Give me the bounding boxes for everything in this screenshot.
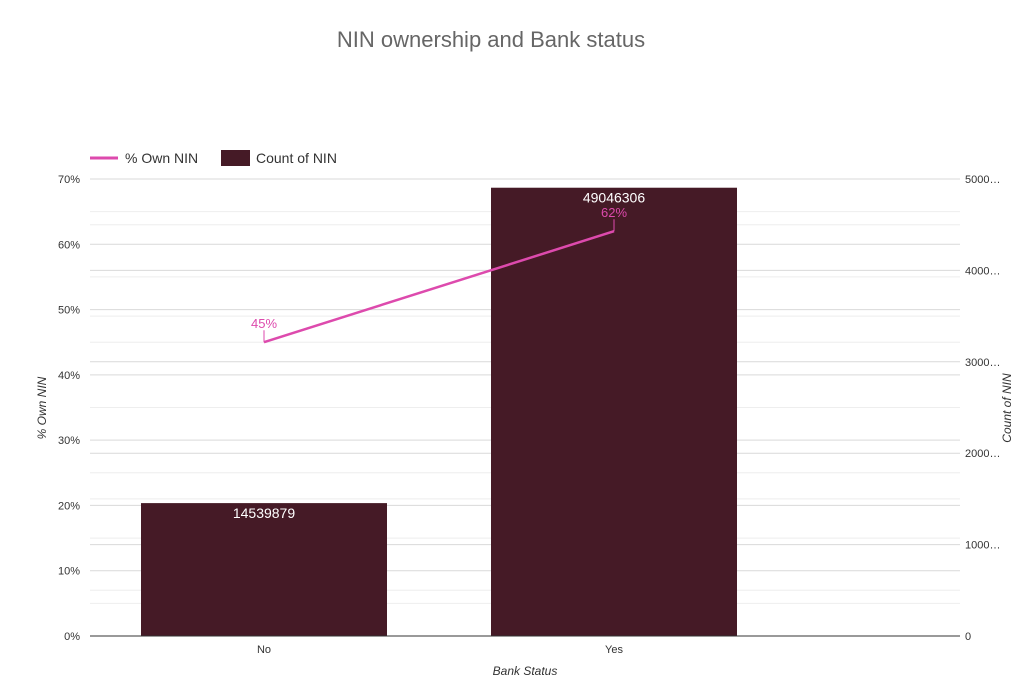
- legend: % Own NIN Count of NIN: [90, 150, 337, 166]
- y-right-tick-label: 2000…: [965, 448, 1000, 460]
- y-left-tick-label: 30%: [58, 435, 80, 447]
- y-left-tick-label: 0%: [64, 631, 80, 643]
- y-right-tick-label: 0: [965, 631, 971, 643]
- line-data-label: 62%: [601, 205, 627, 220]
- legend-label: % Own NIN: [125, 150, 198, 166]
- axis-layer: 0% 10% 20% 30% 40% 50% 60% 70% 0 1000… 2000… 3000… 4…: [58, 174, 1001, 656]
- x-axis-title: Bank Status: [493, 664, 558, 678]
- bar-data-label: 49046306: [583, 190, 646, 206]
- y-left-tick-label: 50%: [58, 305, 80, 317]
- y-right-tick-label: 4000…: [965, 265, 1000, 277]
- bar: [141, 503, 387, 636]
- line-data-label: 45%: [251, 316, 277, 331]
- line-layer: 45% 62%: [251, 205, 627, 344]
- y-right-tick-label: 1000…: [965, 540, 1000, 552]
- bar: [491, 187, 737, 636]
- y-right-axis-title: Count of NIN: [1000, 373, 1014, 443]
- y-left-tick-label: 60%: [58, 239, 80, 251]
- y-left-tick-label: 70%: [58, 174, 80, 186]
- bar-data-label: 14539879: [233, 505, 296, 521]
- y-left-tick-label: 20%: [58, 500, 80, 512]
- legend-bar-swatch: [221, 150, 250, 166]
- x-tick-label: No: [257, 644, 271, 656]
- bar-layer: 14539879 49046306: [141, 187, 737, 636]
- line-series-path: [263, 230, 615, 344]
- legend-item-bar: Count of NIN: [221, 150, 337, 166]
- y-left-tick-label: 40%: [58, 370, 80, 382]
- x-tick-label: Yes: [605, 644, 623, 656]
- y-left-tick-label: 10%: [58, 566, 80, 578]
- chart-title: NIN ownership and Bank status: [337, 27, 645, 52]
- legend-item-line: % Own NIN: [90, 150, 198, 166]
- y-right-tick-label: 3000…: [965, 357, 1000, 369]
- y-right-tick-label: 5000…: [965, 174, 1000, 186]
- legend-label: Count of NIN: [256, 150, 337, 166]
- y-left-axis-title: % Own NIN: [35, 376, 49, 439]
